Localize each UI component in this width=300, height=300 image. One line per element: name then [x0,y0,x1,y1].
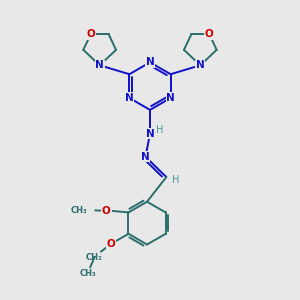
Text: CH₃: CH₃ [80,269,96,278]
Text: CH₂: CH₂ [86,253,103,262]
Text: N: N [95,60,104,70]
Text: N: N [166,93,175,103]
Text: N: N [146,57,154,67]
Text: N: N [141,152,150,162]
Text: O: O [102,206,111,216]
Text: O: O [86,29,95,39]
Text: CH₃: CH₃ [70,206,87,215]
Text: O: O [106,239,115,249]
Text: N: N [146,129,154,139]
Text: N: N [196,60,205,70]
Text: H: H [172,175,179,185]
Text: O: O [205,29,214,39]
Text: N: N [125,93,134,103]
Text: H: H [156,125,163,135]
